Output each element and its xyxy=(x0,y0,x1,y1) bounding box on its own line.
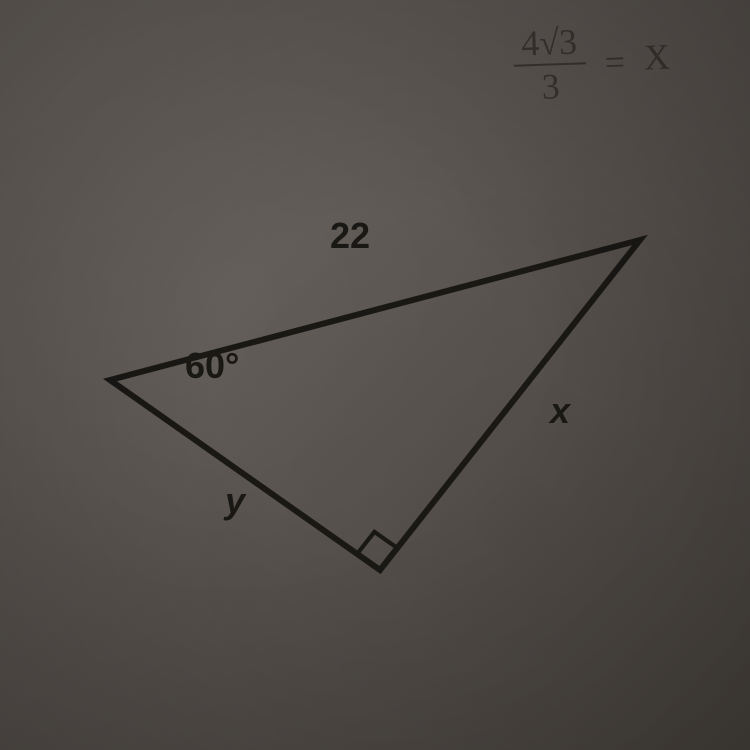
triangle-diagram: 22 60° x y xyxy=(80,180,680,630)
result-variable: X xyxy=(643,37,670,78)
hypotenuse-label: 22 xyxy=(330,215,370,257)
side-x-label: x xyxy=(550,390,570,432)
fraction: 4√3 3 xyxy=(512,20,587,108)
right-angle-icon xyxy=(357,532,397,554)
handwritten-note: 4√3 3 = X xyxy=(512,17,671,108)
angle-label: 60° xyxy=(185,345,239,387)
denominator: 3 xyxy=(514,64,587,108)
side-y-label: y xyxy=(225,480,245,522)
numerator: 4√3 xyxy=(512,20,585,66)
triangle-svg xyxy=(80,180,680,630)
equals-sign: = xyxy=(604,42,626,83)
